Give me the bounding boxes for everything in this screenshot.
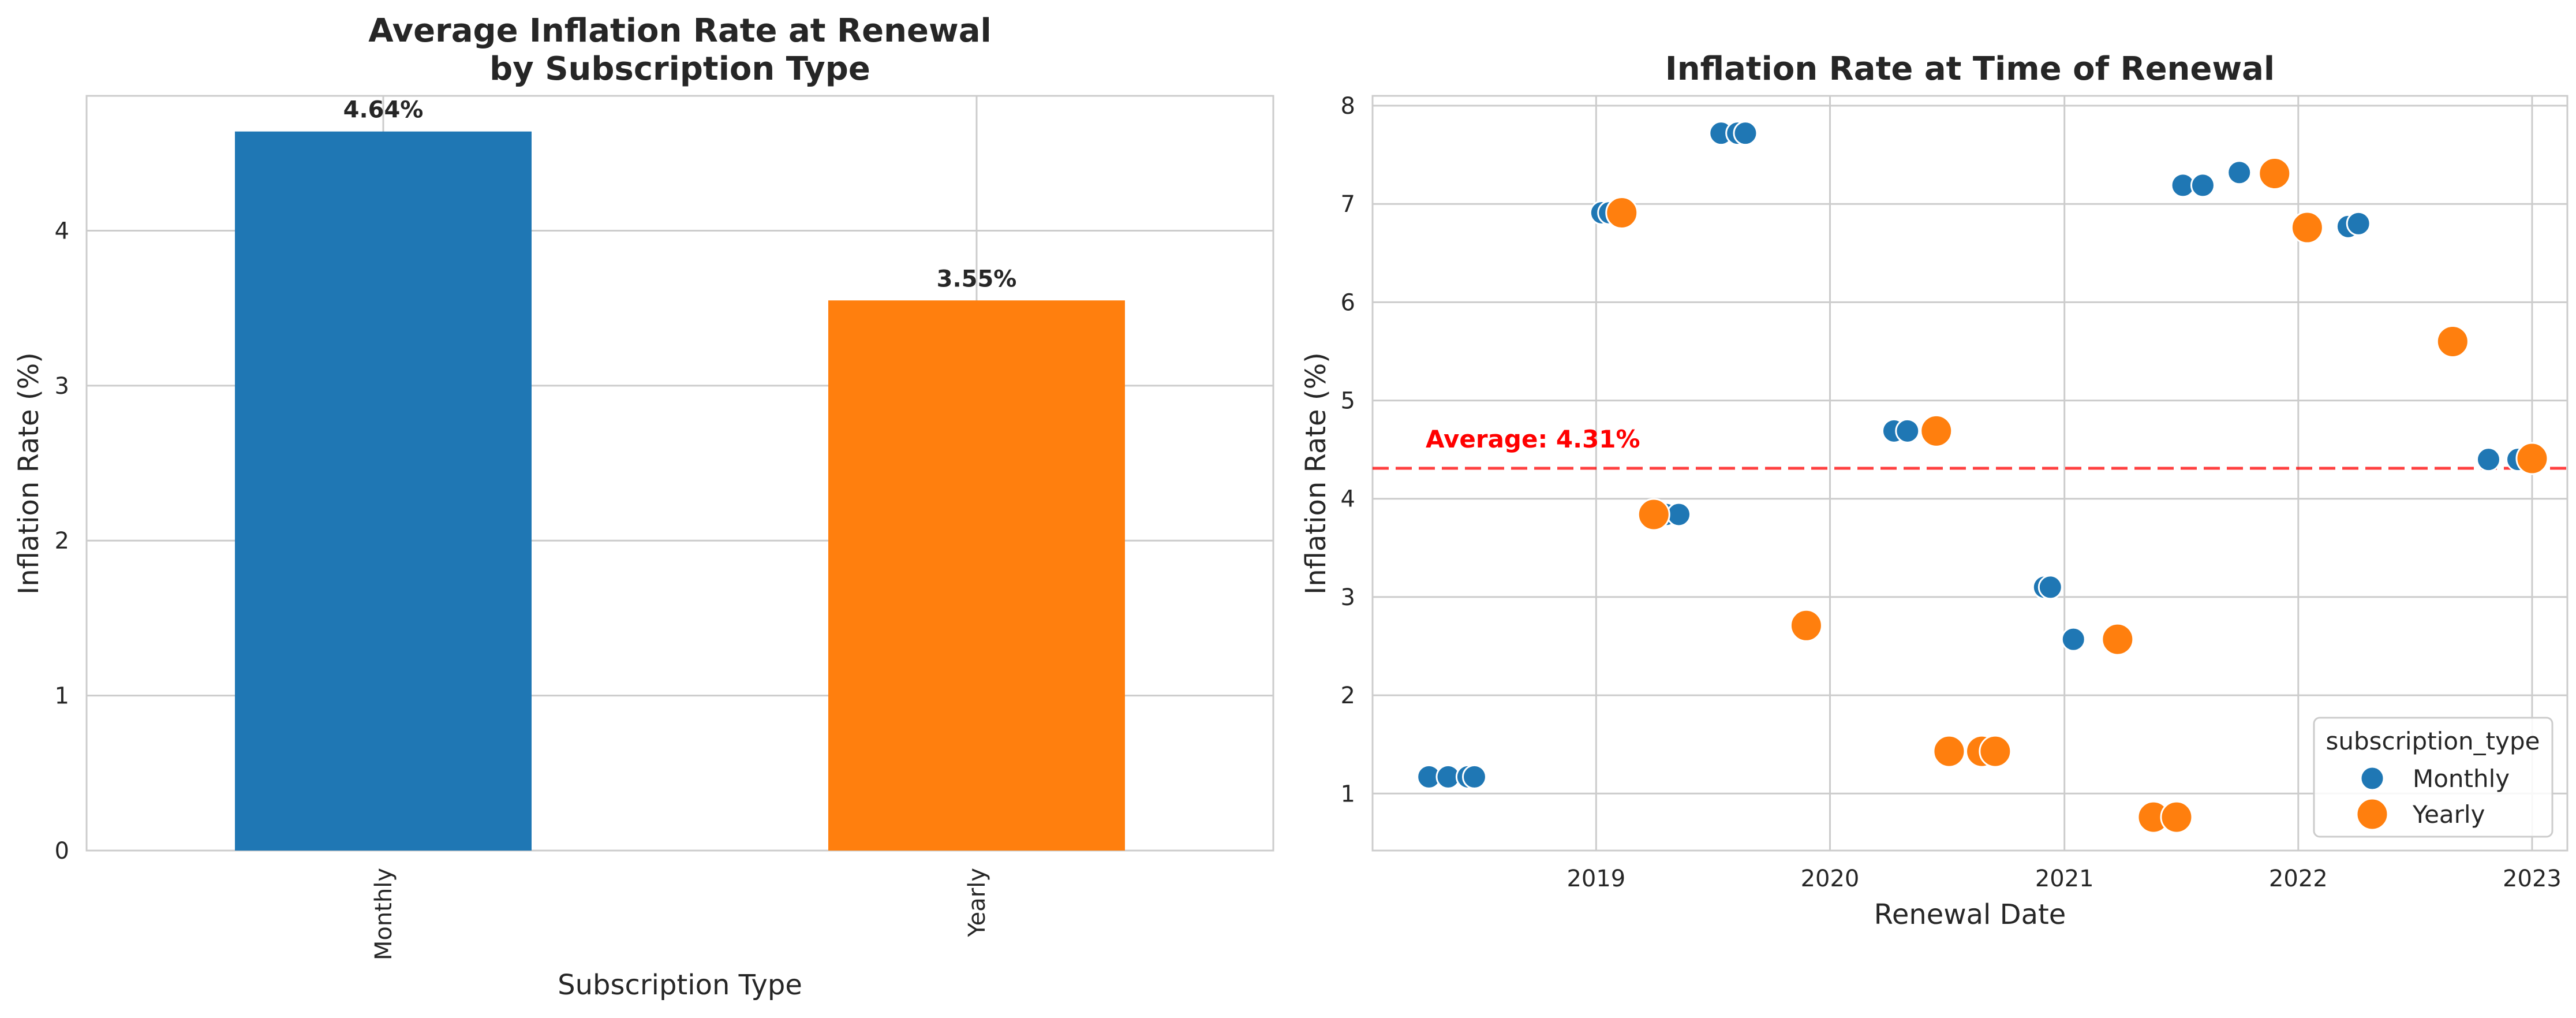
bar-value-label: 4.64% [343,97,424,124]
scatter-x-tick-labels: 2019 2020 2021 2022 2023 [1566,866,2561,892]
scatter-y-tick-label: 7 [1341,191,1355,218]
scatter-point-monthly [1733,121,1758,146]
scatter-point-monthly [1461,764,1487,789]
bar-yearly [828,300,1125,851]
bar-value-label: 3.55% [937,266,1017,292]
legend-yearly-label: Yearly [2412,800,2485,829]
scatter-y-tick-label: 5 [1341,388,1355,415]
average-label: Average: 4.31% [1426,425,1640,453]
scatter-y-tick-label: 1 [1341,781,1355,807]
scatter-point-monthly [1666,502,1692,527]
bar-monthly [235,131,532,851]
bar-y-tick-label: 2 [55,528,69,554]
scatter-point-monthly [1895,418,1920,443]
scatter-point-monthly [2061,627,2086,652]
average-line-group: Average: 4.31% [1373,425,2567,470]
bar-y-tick-label: 3 [55,373,69,400]
scatter-point-monthly [2190,173,2215,198]
bar-y-tick-label: 4 [55,218,69,244]
scatter-y-tick-label: 6 [1341,289,1355,316]
bar-y-axis-label: Inflation Rate (%) [13,352,45,595]
bar-chart-title-line-1: Average Inflation Rate at Renewal [368,12,991,50]
legend-title: subscription_type [2325,727,2540,755]
legend-monthly-label: Monthly [2413,765,2510,793]
scatter-point-yearly [1637,498,1670,531]
scatter-y-axis-label: Inflation Rate (%) [1300,352,1332,595]
scatter-point-yearly [1789,609,1823,642]
bar-x-axis-label: Subscription Type [558,969,802,1001]
scatter-points [1416,121,2549,834]
bar-y-tick-label: 1 [55,683,69,710]
scatter-point-yearly [1605,196,1639,230]
scatter-point-monthly [2227,160,2252,185]
scatter-point-yearly [2101,622,2134,656]
bar-marks [235,131,1125,851]
legend-monthly-marker [2360,766,2385,791]
bar-chart: 0 1 2 3 4 4.64% 3.55% Monthly Yearly Average I… [13,12,1274,1001]
scatter-y-tick-label: 8 [1341,93,1355,120]
bar-y-tick-label: 0 [55,838,69,864]
bar-x-tick-label: Yearly [964,868,990,937]
scatter-y-tick-label: 3 [1341,584,1355,611]
scatter-point-yearly [2515,442,2549,475]
legend-yearly-marker [2356,797,2389,831]
scatter-chart: 1 2 3 4 5 6 7 8 2019 2020 2021 2022 2023 Average: 4… [1300,50,2568,931]
scatter-x-tick-label: 2020 [1801,866,1860,892]
scatter-x-tick-label: 2019 [1566,866,1625,892]
scatter-y-tick-label: 2 [1341,683,1355,709]
scatter-point-monthly [2346,211,2371,236]
scatter-point-yearly [2436,325,2469,358]
scatter-legend: subscription_type Monthly Yearly [2313,717,2553,838]
scatter-point-yearly [2290,211,2324,244]
scatter-y-tick-labels: 1 2 3 4 5 6 7 8 [1341,93,1355,807]
scatter-point-yearly [2160,800,2193,834]
scatter-point-yearly [1979,734,2012,768]
bar-x-tick-label: Monthly [371,868,397,960]
scatter-x-tick-label: 2021 [2035,866,2094,892]
scatter-x-tick-label: 2023 [2503,866,2562,892]
scatter-y-tick-label: 4 [1341,486,1355,513]
scatter-point-monthly [2476,447,2501,472]
scatter-point-yearly [1932,734,1966,768]
scatter-gridlines [1373,96,2567,851]
scatter-point-yearly [1920,414,1953,448]
bar-y-tick-labels: 0 1 2 3 4 [55,218,69,864]
scatter-x-tick-label: 2022 [2269,866,2328,892]
bar-chart-title-line-2: by Subscription Type [489,50,870,88]
scatter-point-monthly [2037,575,2063,600]
bar-value-labels: 4.64% 3.55% [343,97,1017,293]
scatter-point-yearly [2258,156,2291,190]
bar-x-tick-labels: Monthly Yearly [371,868,990,960]
scatter-x-axis-label: Renewal Date [1874,898,2066,931]
scatter-chart-title: Inflation Rate at Time of Renewal [1665,50,2275,88]
